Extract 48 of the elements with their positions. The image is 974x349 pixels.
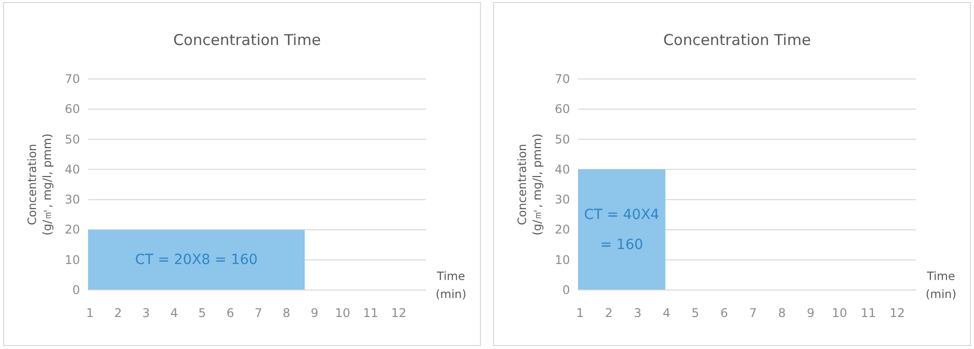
y-axis-title: Concentration (g/㎥, mg/l, pmm) — [515, 133, 544, 236]
y-tick-label: 60 — [554, 102, 570, 116]
y-tick-label: 40 — [64, 162, 80, 176]
y-tick-label: 20 — [64, 222, 80, 237]
y-axis-title: Concentration (g/㎥, mg/l, pmm) — [25, 133, 54, 236]
y-tick-label: 40 — [554, 162, 570, 176]
annotation: CT = 20X8 = 160 — [88, 230, 305, 290]
x-tick-label: 10 — [334, 306, 350, 320]
x-tick-label: 7 — [254, 306, 262, 320]
x-tick-label: 5 — [198, 306, 206, 320]
x-axis-title: Time (min) — [926, 269, 956, 301]
y-tick-label: 50 — [554, 132, 570, 146]
y-tick-label: 30 — [64, 192, 80, 207]
x-tick-label: 9 — [806, 306, 815, 320]
x-tick-label: 6 — [720, 306, 728, 320]
y-tick-label: 30 — [554, 192, 570, 207]
x-tick-label: 3 — [142, 306, 150, 320]
annotation: CT = 40X4 = 160 — [578, 169, 666, 290]
x-tick-label: 11 — [363, 306, 378, 320]
x-tick-label: 6 — [226, 306, 234, 320]
chart-title: Concentration Time — [173, 31, 321, 49]
x-tick-label: 8 — [282, 306, 290, 320]
x-tick-label: 1 — [86, 306, 94, 320]
x-tick-label: 7 — [749, 306, 757, 320]
x-tick-label: 5 — [692, 306, 700, 320]
y-tick-label: 10 — [554, 252, 570, 267]
x-tick-label: 11 — [860, 306, 876, 320]
x-tick-label: 2 — [605, 306, 613, 320]
x-tick-label: 12 — [890, 306, 905, 320]
y-tick-label: 10 — [64, 252, 80, 267]
x-tick-label: 4 — [662, 306, 670, 320]
y-tick-label: 50 — [64, 132, 80, 146]
x-tick-label: 2 — [114, 306, 122, 320]
y-tick-label: 60 — [64, 102, 80, 116]
x-tick-label: 9 — [310, 306, 318, 320]
x-tick-label: 3 — [634, 306, 642, 320]
x-axis-title: Time (min) — [436, 269, 466, 301]
y-tick-label: 70 — [64, 72, 80, 86]
x-tick-label: 4 — [170, 306, 178, 320]
y-tick-label: 0 — [562, 283, 570, 297]
chart-title: Concentration Time — [663, 31, 811, 49]
y-tick-label: 0 — [72, 283, 80, 297]
x-tick-label: 1 — [576, 306, 584, 320]
x-tick-label: 8 — [778, 306, 786, 320]
x-tick-label: 10 — [832, 306, 848, 320]
y-tick-label: 70 — [554, 72, 570, 86]
x-tick-label: 12 — [391, 306, 406, 320]
y-tick-label: 20 — [554, 222, 570, 237]
